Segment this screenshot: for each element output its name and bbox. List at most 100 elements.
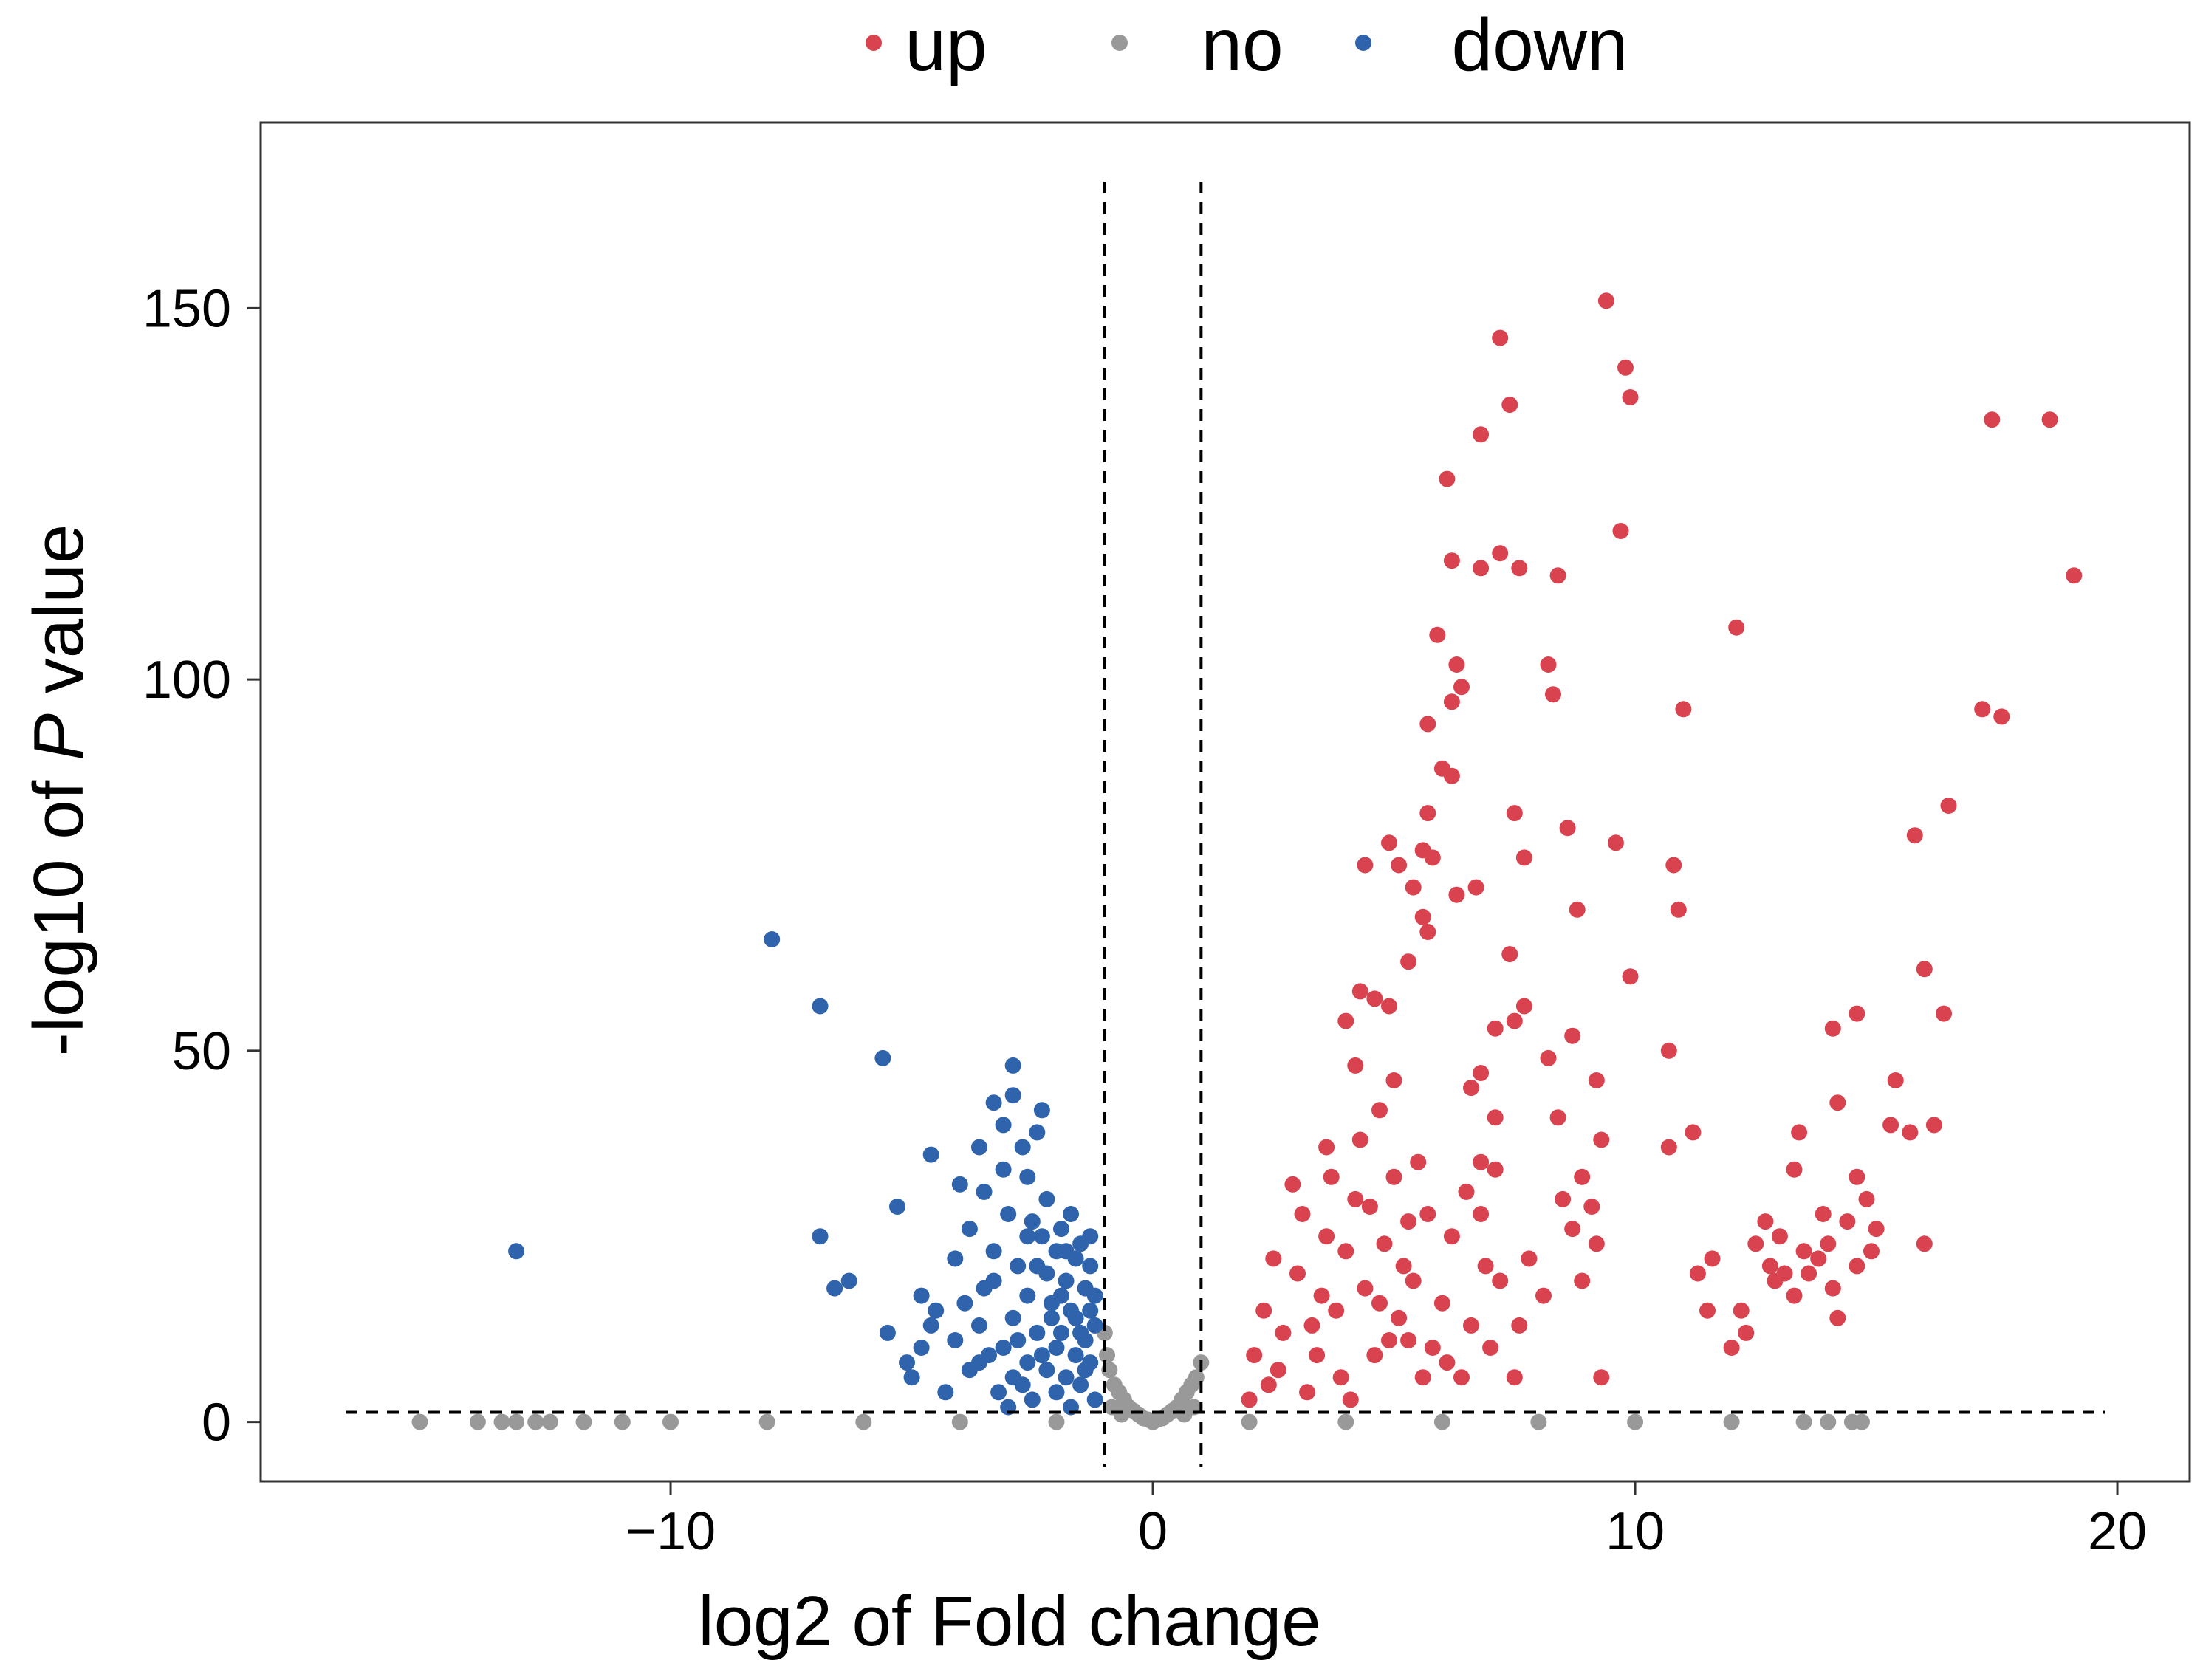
point-up-78 xyxy=(1685,1124,1702,1141)
point-up-4 xyxy=(1501,397,1518,414)
point-up-154 xyxy=(1270,1362,1286,1379)
point-down-4 xyxy=(508,1243,525,1260)
y-axis: 0 50 100 150 xyxy=(143,279,261,1453)
point-no-18 xyxy=(1627,1413,1644,1430)
point-no-11 xyxy=(951,1413,968,1430)
point-up-91 xyxy=(1458,1183,1475,1200)
point-up-74 xyxy=(1487,1109,1504,1126)
point-no-23 xyxy=(1854,1413,1870,1430)
point-up-96 xyxy=(1473,1206,1490,1222)
point-up-131 xyxy=(1414,1369,1431,1386)
point-up-80 xyxy=(1791,1124,1808,1141)
point-up-81 xyxy=(1593,1131,1610,1148)
point-up-106 xyxy=(1747,1235,1764,1252)
point-down-36 xyxy=(826,1280,843,1297)
point-up-30 xyxy=(1419,805,1436,822)
point-down-31 xyxy=(1010,1258,1027,1275)
x-axis: −10 0 10 20 xyxy=(626,1481,2147,1561)
point-up-157 xyxy=(1366,1347,1383,1364)
point-down-41 xyxy=(1086,1287,1103,1304)
point-up-152 xyxy=(1477,1258,1494,1275)
point-up-97 xyxy=(1815,1206,1832,1222)
point-down-3 xyxy=(1004,1057,1021,1074)
point-up-105 xyxy=(1588,1235,1605,1252)
point-down-20 xyxy=(1063,1206,1079,1222)
point-up-116 xyxy=(1801,1265,1817,1282)
point-up-170 xyxy=(1337,1243,1354,1260)
point-no-17 xyxy=(1530,1413,1547,1430)
point-up-147 xyxy=(1318,1228,1335,1245)
point-up-41 xyxy=(1665,857,1682,874)
data-points xyxy=(411,292,2083,1430)
point-up-166 xyxy=(1385,1168,1402,1185)
point-down-22 xyxy=(961,1221,978,1238)
x-tick-label-1: 0 xyxy=(1138,1502,1168,1561)
point-down-1 xyxy=(812,998,829,1015)
point-down-27 xyxy=(985,1243,1002,1260)
point-down-25 xyxy=(1033,1228,1050,1245)
point-down-21 xyxy=(1024,1213,1041,1230)
point-down-40 xyxy=(913,1287,930,1304)
point-down-87 xyxy=(1082,1228,1099,1245)
point-down-13 xyxy=(995,1161,1012,1178)
point-up-88 xyxy=(1574,1168,1591,1185)
point-up-109 xyxy=(1863,1243,1880,1260)
point-up-107 xyxy=(1916,1235,1933,1252)
point-up-100 xyxy=(1839,1213,1856,1230)
point-down-7 xyxy=(1033,1102,1050,1119)
point-up-58 xyxy=(1849,1005,1865,1022)
point-up-86 xyxy=(1786,1161,1803,1178)
point-up-20 xyxy=(1453,679,1470,696)
point-down-49 xyxy=(971,1317,987,1334)
point-down-86 xyxy=(985,1272,1002,1289)
point-down-85 xyxy=(1019,1228,1036,1245)
point-down-71 xyxy=(990,1384,1007,1401)
point-up-142 xyxy=(1492,1272,1509,1289)
legend-marker-no xyxy=(1111,35,1128,51)
point-up-125 xyxy=(1723,1340,1740,1356)
point-up-143 xyxy=(1521,1250,1538,1267)
point-up-172 xyxy=(1400,1332,1417,1348)
point-up-90 xyxy=(1284,1176,1301,1193)
point-up-155 xyxy=(1303,1317,1320,1334)
point-up-8 xyxy=(1439,470,1456,487)
point-no-8 xyxy=(662,1413,679,1430)
point-up-18 xyxy=(1448,656,1465,673)
point-down-17 xyxy=(1038,1190,1055,1207)
point-up-162 xyxy=(1511,1317,1528,1334)
point-no-21 xyxy=(1820,1413,1837,1430)
point-up-54 xyxy=(1366,990,1383,1007)
point-down-5 xyxy=(1004,1087,1021,1104)
point-up-160 xyxy=(1453,1369,1470,1386)
point-no-5 xyxy=(541,1413,558,1430)
point-no-2 xyxy=(493,1413,510,1430)
point-up-11 xyxy=(1443,552,1460,569)
point-up-28 xyxy=(1443,767,1460,784)
point-down-55 xyxy=(947,1332,964,1348)
point-up-9 xyxy=(1612,523,1629,539)
point-up-117 xyxy=(1574,1272,1591,1289)
point-up-73 xyxy=(1371,1102,1388,1119)
point-up-163 xyxy=(1294,1206,1311,1222)
point-up-47 xyxy=(1414,908,1431,925)
point-up-69 xyxy=(1887,1072,1904,1088)
point-up-128 xyxy=(1260,1376,1277,1393)
point-up-111 xyxy=(1810,1250,1827,1267)
point-down-45 xyxy=(928,1302,945,1319)
point-down-57 xyxy=(995,1340,1012,1356)
point-down-65 xyxy=(1038,1362,1055,1379)
point-down-9 xyxy=(1029,1124,1046,1141)
point-up-50 xyxy=(1400,953,1417,970)
point-up-68 xyxy=(1385,1072,1402,1088)
point-up-127 xyxy=(1506,1369,1523,1386)
point-up-1 xyxy=(1492,329,1509,346)
point-up-169 xyxy=(1313,1287,1330,1304)
point-up-46 xyxy=(1569,901,1586,918)
point-up-77 xyxy=(1925,1117,1942,1134)
point-down-16 xyxy=(976,1183,993,1200)
point-up-83 xyxy=(1318,1139,1335,1156)
threshold-lines xyxy=(346,182,2105,1467)
point-up-93 xyxy=(1858,1190,1875,1207)
point-up-126 xyxy=(1593,1369,1610,1386)
point-down-34 xyxy=(840,1272,857,1289)
